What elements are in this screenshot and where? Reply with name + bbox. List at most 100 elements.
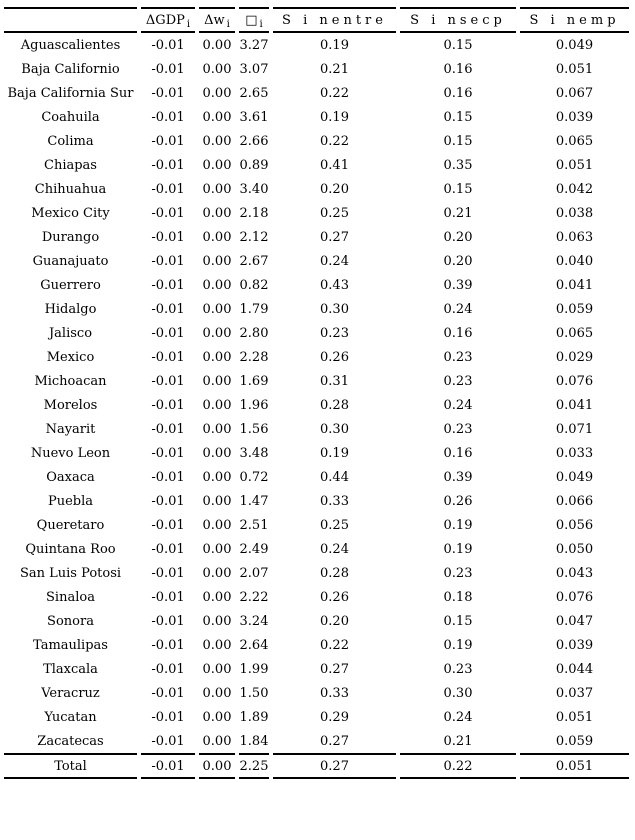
table-row: Puebla -0.01 0.00 1.47 0.33 0.26 0.066 [4, 489, 629, 513]
table-row: Tlaxcala -0.01 0.00 1.99 0.27 0.23 0.044 [4, 657, 629, 681]
cell-s-nentre: 0.27 [320, 661, 349, 677]
cell-dgdp: -0.01 [151, 493, 185, 509]
cell-s-nemp: 0.041 [555, 277, 594, 293]
cell-s-nsecp: 0.16 [443, 325, 473, 341]
header-box-subscript: i [259, 18, 263, 30]
cell-s-nsecp: 0.23 [443, 565, 473, 581]
cell-s-nsecp: 0.19 [443, 517, 473, 533]
cell-state-name: Durango [41, 229, 100, 245]
cell-dw: 0.00 [202, 661, 232, 677]
header-dw-symbol: Δw [204, 12, 225, 28]
table-row: Mexico -0.01 0.00 2.28 0.26 0.23 0.029 [4, 345, 629, 369]
cell-s-nemp: 0.065 [555, 325, 594, 341]
cell-s-nsecp: 0.24 [443, 301, 473, 317]
cell-s-nentre: 0.19 [320, 445, 349, 461]
cell-dgdp: -0.01 [151, 685, 185, 701]
cell-dgdp: -0.01 [151, 397, 185, 413]
cell-s-nentre: 0.24 [320, 253, 349, 269]
cell-s-nsecp: 0.16 [443, 61, 473, 77]
cell-box: 2.64 [239, 637, 269, 653]
cell-dgdp: -0.01 [151, 661, 185, 677]
table-row: Chihuahua -0.01 0.00 3.40 0.20 0.15 0.042 [4, 177, 629, 201]
cell-s-nsecp: 0.18 [443, 589, 473, 605]
cell-s-nemp: 0.043 [555, 565, 594, 581]
cell-s-nentre: 0.33 [320, 493, 349, 509]
table-row: Aguascalientes -0.01 0.00 3.27 0.19 0.15 0.049 [4, 33, 629, 57]
cell-dgdp: -0.01 [151, 181, 185, 197]
cell-dgdp: -0.01 [151, 253, 185, 269]
cell-dgdp: -0.01 [151, 373, 185, 389]
cell-s-nentre: 0.21 [320, 61, 349, 77]
cell-box: 1.56 [239, 421, 269, 437]
cell-box: 2.28 [239, 349, 269, 365]
cell-s-nentre: 0.30 [320, 301, 349, 317]
states-statistics-table: ΔGDP i Δw i □ i S i nentre S i nsecp S i nemp Ag… [0, 7, 633, 779]
cell-s-nemp: 0.056 [555, 517, 594, 533]
cell-dgdp: -0.01 [151, 325, 185, 341]
cell-dgdp: -0.01 [151, 157, 185, 173]
cell-state-name: Baja Californio [21, 61, 120, 77]
cell-box: 2.65 [239, 85, 269, 101]
cell-box: 3.48 [239, 445, 269, 461]
cell-dw: 0.00 [202, 181, 232, 197]
cell-box: 2.07 [239, 565, 269, 581]
cell-box: 0.82 [239, 277, 269, 293]
header-s-nsecp-label: S i nsecp [410, 12, 506, 28]
table-row: Michoacan -0.01 0.00 1.69 0.31 0.23 0.076 [4, 369, 629, 393]
table-row: Sinaloa -0.01 0.00 2.22 0.26 0.18 0.076 [4, 585, 629, 609]
cell-box: 2.12 [239, 229, 269, 245]
cell-state-name: Morelos [43, 397, 98, 413]
header-dw-subscript: i [226, 18, 230, 30]
table-row: Nuevo Leon -0.01 0.00 3.48 0.19 0.16 0.033 [4, 441, 629, 465]
cell-dw: 0.00 [202, 301, 232, 317]
cell-s-nsecp: 0.16 [443, 445, 473, 461]
cell-s-nemp: 0.059 [555, 301, 594, 317]
table-row: Zacatecas -0.01 0.00 1.84 0.27 0.21 0.059 [4, 729, 629, 753]
table-footer: Total -0.01 0.00 2.25 0.27 0.22 0.051 [4, 753, 629, 779]
cell-s-nemp: 0.063 [555, 229, 594, 245]
table-row: Baja California Sur -0.01 0.00 2.65 0.22 0.16… [4, 81, 629, 105]
header-dgdp-subscript: i [186, 18, 191, 30]
cell-s-nentre: 0.26 [320, 589, 349, 605]
cell-s-nentre: 0.29 [320, 709, 349, 725]
cell-s-nemp: 0.076 [555, 373, 594, 389]
cell-s-nsecp: 0.15 [443, 133, 473, 149]
cell-dw: 0.00 [202, 205, 232, 221]
cell-dw: 0.00 [202, 541, 232, 557]
cell-state-name: Yucatan [44, 709, 97, 725]
cell-dw: 0.00 [202, 493, 232, 509]
cell-box: 3.07 [239, 61, 269, 77]
cell-box: 1.89 [239, 709, 269, 725]
cell-s-nsecp: 0.19 [443, 637, 473, 653]
cell-box: 3.24 [239, 613, 269, 629]
table-row: Veracruz -0.01 0.00 1.50 0.33 0.30 0.037 [4, 681, 629, 705]
cell-s-nentre: 0.27 [320, 733, 349, 749]
table-row: Guanajuato -0.01 0.00 2.67 0.24 0.20 0.040 [4, 249, 629, 273]
cell-box: 2.80 [239, 325, 269, 341]
cell-box: 2.18 [239, 205, 269, 221]
cell-s-nentre: 0.25 [320, 205, 349, 221]
cell-dgdp: -0.01 [151, 301, 185, 317]
cell-dw: 0.00 [202, 277, 232, 293]
table-row: Hidalgo -0.01 0.00 1.79 0.30 0.24 0.059 [4, 297, 629, 321]
cell-s-nemp: 0.033 [555, 445, 594, 461]
cell-s-nsecp: 0.20 [443, 229, 473, 245]
cell-dgdp: -0.01 [151, 637, 185, 653]
cell-s-nemp: 0.042 [555, 181, 594, 197]
cell-box: 0.89 [239, 157, 269, 173]
cell-s-nentre: 0.44 [320, 469, 349, 485]
cell-state-name: Michoacan [34, 373, 107, 389]
table-row: Queretaro -0.01 0.00 2.51 0.25 0.19 0.056 [4, 513, 629, 537]
cell-s-nentre: 0.30 [320, 421, 349, 437]
cell-dgdp: -0.01 [151, 733, 185, 749]
cell-state-name: Veracruz [41, 685, 100, 701]
cell-s-nsecp: 0.23 [443, 373, 473, 389]
cell-state-name: Sinaloa [46, 589, 95, 605]
cell-s-nemp: 0.044 [555, 661, 594, 677]
cell-s-nemp: 0.051 [555, 157, 594, 173]
cell-dw: 0.00 [202, 445, 232, 461]
table-row: Chiapas -0.01 0.00 0.89 0.41 0.35 0.051 [4, 153, 629, 177]
cell-dw: 0.00 [202, 517, 232, 533]
cell-s-nentre: 0.33 [320, 685, 349, 701]
cell-state-name: Coahuila [41, 109, 100, 125]
